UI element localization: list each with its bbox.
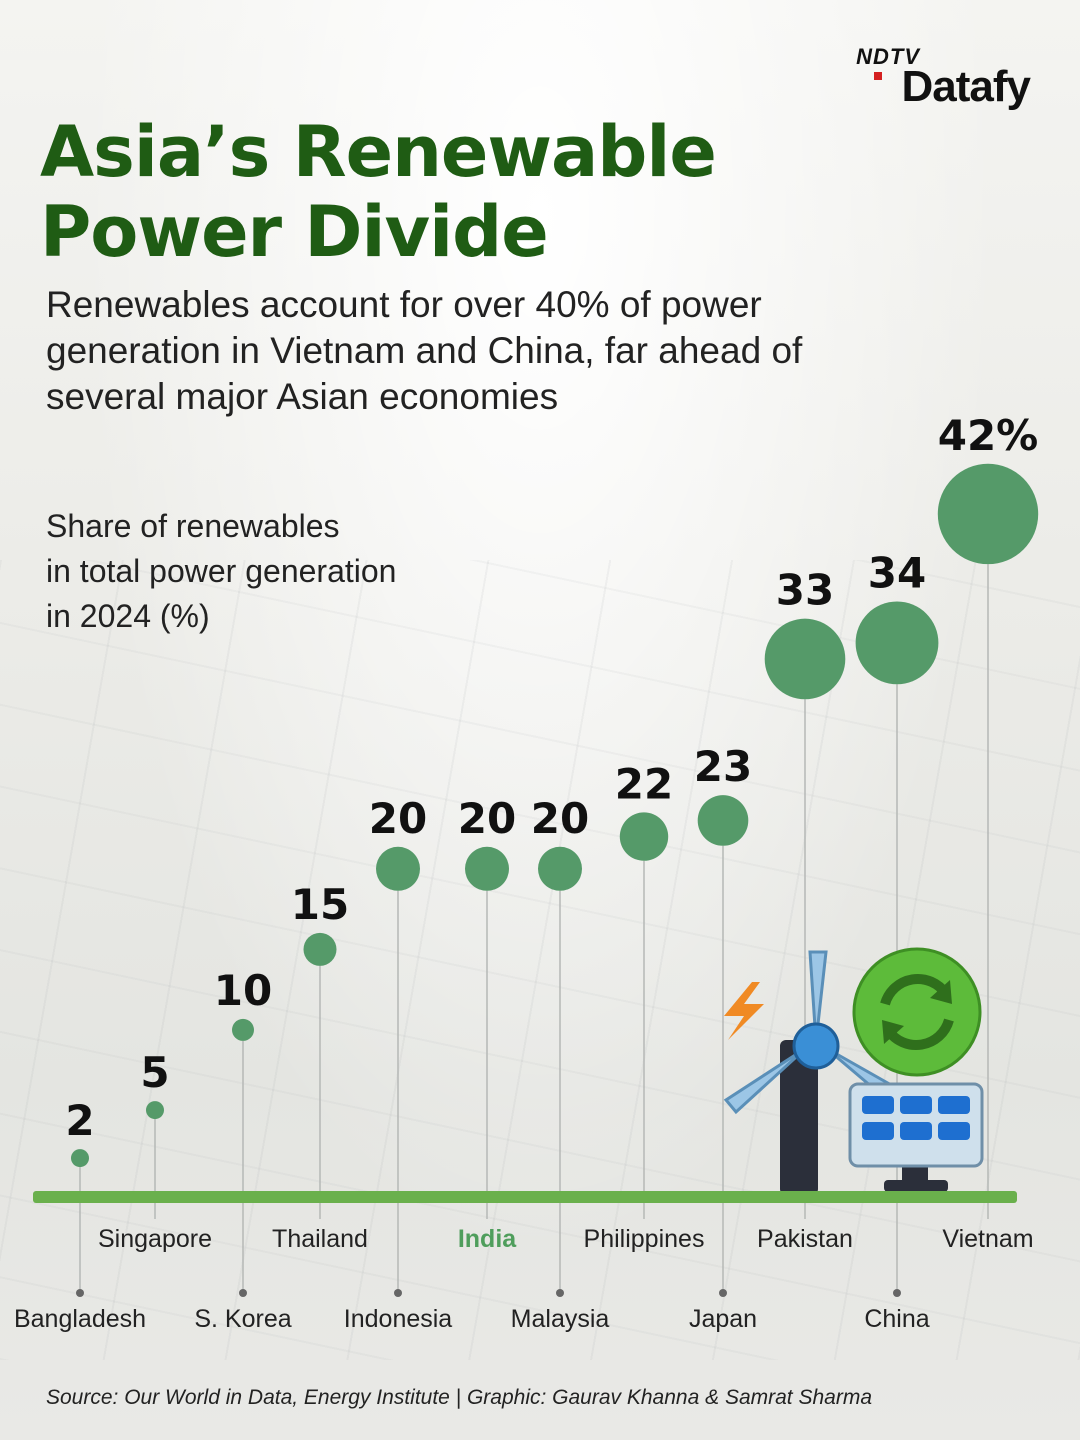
value-label-bangladesh: 2 xyxy=(65,1096,94,1145)
category-label-pakistan: Pakistan xyxy=(757,1225,853,1253)
bubble-malaysia xyxy=(538,846,582,891)
stem-dot-s-korea xyxy=(239,1289,247,1297)
value-label-philippines: 22 xyxy=(615,759,673,808)
axis-caption: Share of renewables in total power gener… xyxy=(46,504,506,639)
value-labels: 25 10 15 20 20 20 22 23 33 34 42% xyxy=(65,411,1038,1145)
value-label-indonesia: 20 xyxy=(369,794,427,843)
ndtv-datafy-logo: NDTV Datafy xyxy=(856,44,1031,114)
bubble-thailand xyxy=(303,932,337,966)
category-label-china: China xyxy=(864,1305,929,1333)
value-label-singapore: 5 xyxy=(140,1048,169,1097)
axis-caption-line-2: in total power generation xyxy=(46,553,397,589)
value-label-japan: 23 xyxy=(694,742,752,791)
category-label-philippines: Philippines xyxy=(584,1225,705,1253)
bubble-singapore xyxy=(146,1101,164,1120)
stem-lines xyxy=(76,564,989,1297)
category-label-indonesia: Indonesia xyxy=(344,1305,453,1333)
bubble-pakistan xyxy=(764,618,846,700)
value-label-s-korea: 10 xyxy=(214,966,272,1015)
logo-datafy: Datafy xyxy=(901,62,1031,111)
stem-dot-china xyxy=(893,1289,901,1297)
category-label-bangladesh: Bangladesh xyxy=(14,1305,146,1333)
value-label-china: 34 xyxy=(868,548,926,597)
stem-dot-indonesia xyxy=(394,1289,402,1297)
page-title: Asia’s Renewable Power Divide xyxy=(40,111,717,273)
bubble-bangladesh xyxy=(71,1149,89,1168)
bubble-china xyxy=(855,601,939,685)
axis-caption-line-1: Share of renewables xyxy=(46,508,340,544)
bubble-japan xyxy=(697,795,749,846)
title-line-2: Power Divide xyxy=(40,191,549,273)
value-label-india: 20 xyxy=(458,794,516,843)
source-note: Source: Our World in Data, Energy Instit… xyxy=(46,1386,872,1409)
subtitle: Renewables account for over 40% of power… xyxy=(46,284,803,417)
logo-ndtv: NDTV xyxy=(856,44,920,69)
bubble-vietnam xyxy=(937,463,1039,565)
category-label-japan: Japan xyxy=(689,1305,757,1333)
stem-dot-bangladesh xyxy=(76,1289,84,1297)
stem-dot-malaysia xyxy=(556,1289,564,1297)
bubble-s-korea xyxy=(232,1018,254,1041)
category-label-vietnam: Vietnam xyxy=(942,1225,1033,1253)
value-label-vietnam: 42% xyxy=(938,411,1039,460)
bubble-marks xyxy=(71,463,1039,1168)
baseline-bar xyxy=(33,1191,1017,1203)
bubble-india xyxy=(465,846,509,891)
value-label-thailand: 15 xyxy=(291,880,349,929)
wind-turbine-icon xyxy=(723,950,903,1195)
category-label-s-korea: S. Korea xyxy=(194,1305,291,1333)
value-label-pakistan: 33 xyxy=(776,566,834,615)
category-label-singapore: Singapore xyxy=(98,1225,212,1253)
logo-dot-icon xyxy=(874,72,882,80)
solar-panel-icon xyxy=(848,1082,984,1192)
title-line-1: Asia’s Renewable xyxy=(40,111,717,193)
category-label-india: India xyxy=(458,1225,517,1253)
category-labels: Bangladesh Singapore S. Korea Thailand Indon… xyxy=(14,1225,1034,1333)
bubble-indonesia xyxy=(376,846,420,891)
axis-caption-line-3: in 2024 (%) xyxy=(46,598,210,634)
bubble-philippines xyxy=(619,812,669,861)
stem-dot-japan xyxy=(719,1289,727,1297)
category-label-malaysia: Malaysia xyxy=(511,1305,610,1333)
category-label-thailand: Thailand xyxy=(272,1225,368,1253)
recycle-icon xyxy=(852,947,982,1077)
value-label-malaysia: 20 xyxy=(531,794,589,843)
lightning-icon xyxy=(724,982,764,1040)
